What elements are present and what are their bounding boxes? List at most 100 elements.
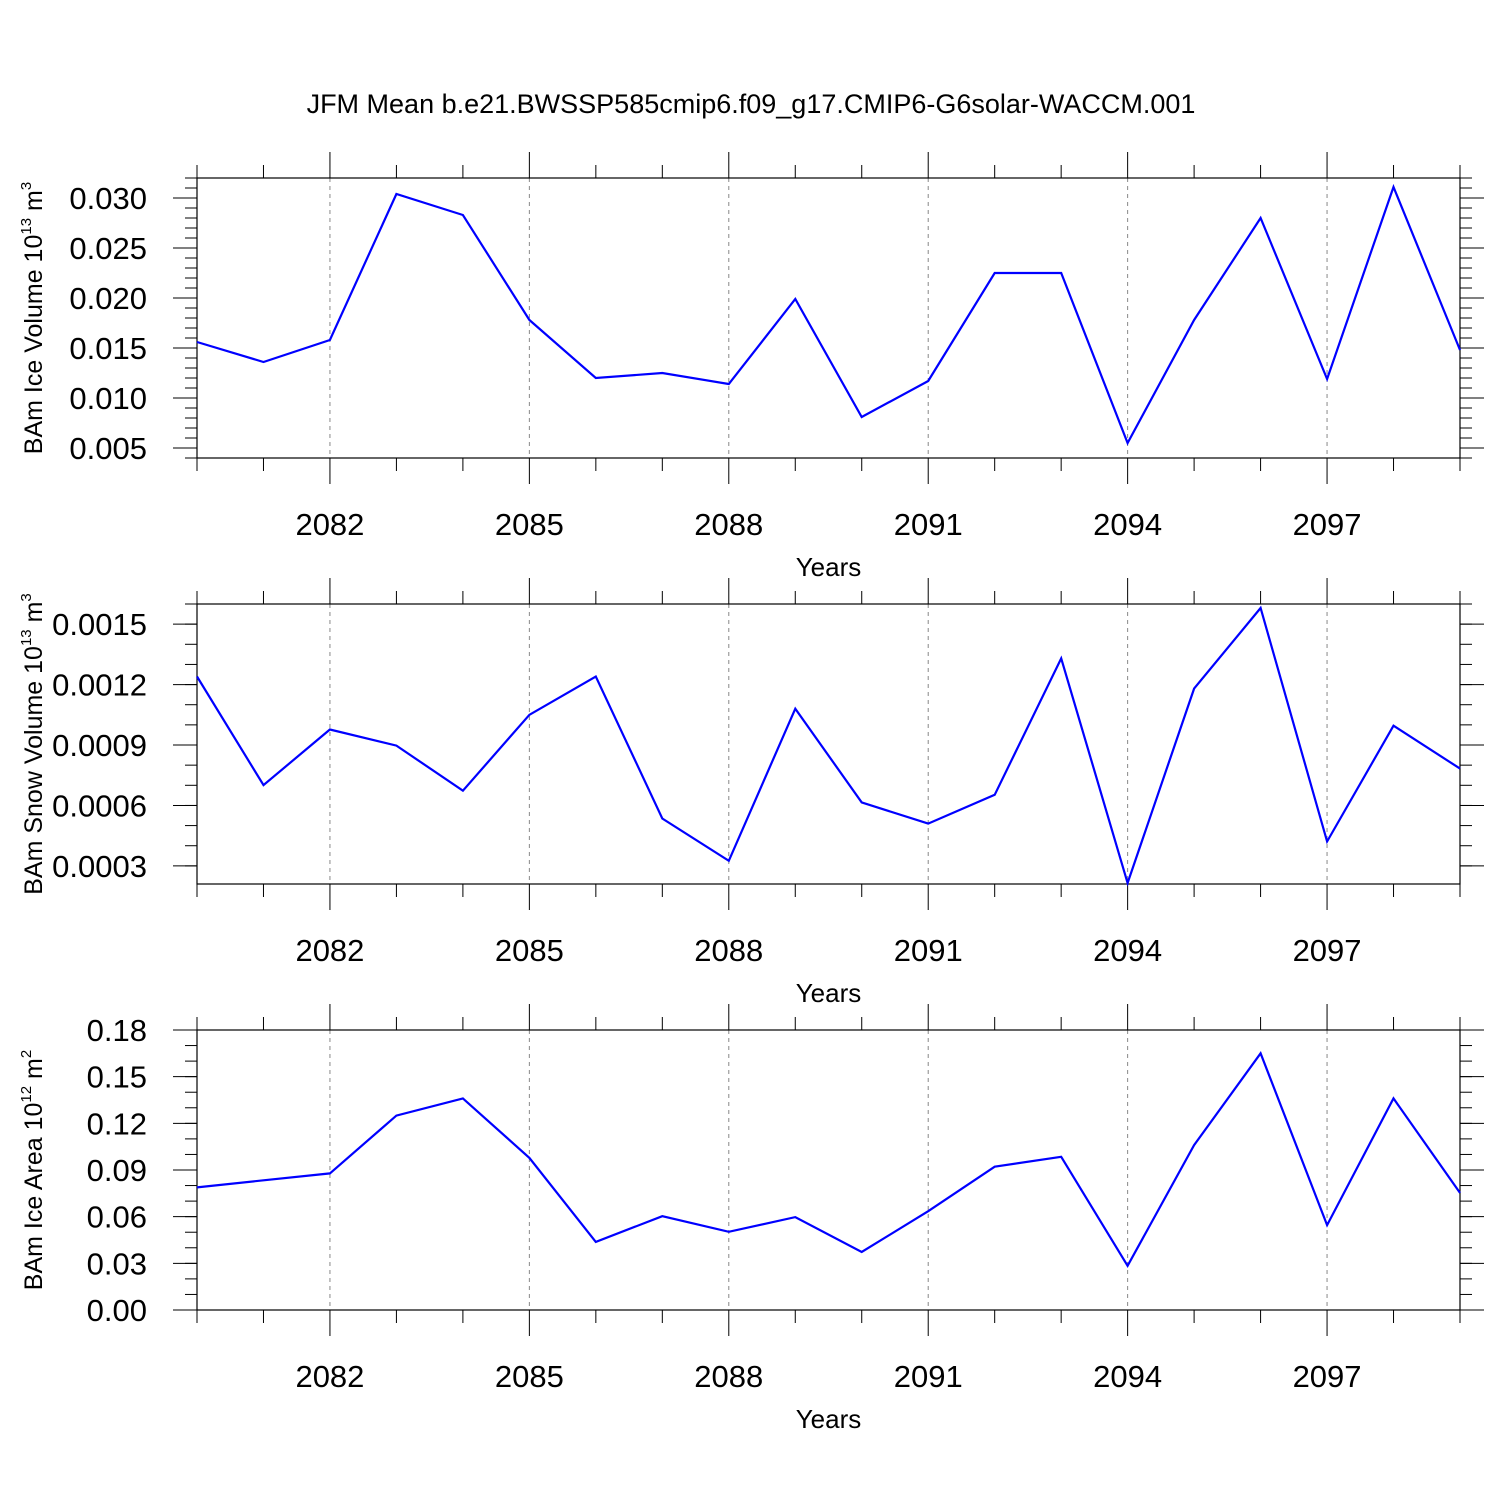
series-line	[196, 605, 1461, 887]
x-tick-label: 2085	[495, 933, 564, 968]
y-axis-label-unit: m	[20, 190, 48, 218]
x-tick-label: 2097	[1293, 507, 1362, 542]
panel-2: 0.0003 0.0006 0.0009 0.0012 0.0015 2082 2085 20…	[18, 578, 1484, 1008]
data-point	[661, 372, 663, 374]
data-point	[528, 319, 530, 321]
y-tick-label: 0.12	[87, 1106, 147, 1141]
data-point	[262, 784, 264, 786]
y-tick-label: 0.0006	[52, 788, 147, 823]
data-point	[329, 728, 331, 730]
data-point	[196, 676, 198, 678]
data-point	[1060, 1156, 1062, 1158]
x-tick-label: 2094	[1093, 507, 1162, 542]
data-point	[462, 214, 464, 216]
x-tick-label: 2082	[295, 1359, 364, 1394]
data-point	[728, 860, 730, 862]
data-point	[1393, 725, 1395, 727]
y-tick-label: 0.00	[87, 1293, 147, 1328]
data-point	[1459, 1192, 1461, 1194]
y-axis-label-exponent: 13	[18, 218, 35, 235]
x-tick-label: 2094	[1093, 933, 1162, 968]
y-axis-label-exponent: 12	[18, 1086, 35, 1103]
x-tick-label: 2085	[495, 1359, 564, 1394]
data-point	[794, 708, 796, 710]
x-axis-label: Years	[796, 978, 862, 1008]
y-axis-label: BAm Ice Area 1012 m2	[18, 1050, 48, 1290]
y-axis-label-unit: m	[20, 1058, 48, 1086]
chart-title: JFM Mean b.e21.BWSSP585cmip6.f09_g17.CMI…	[307, 89, 1196, 119]
y-axis-label-main: BAm Ice Area 10	[20, 1103, 48, 1291]
data-point	[661, 818, 663, 820]
data-point	[861, 1251, 863, 1253]
data-point	[661, 1215, 663, 1217]
data-point	[728, 383, 730, 385]
data-point	[1193, 688, 1195, 690]
y-axis-label-main: BAm Snow Volume 10	[20, 646, 48, 895]
y-tick-label: 0.0009	[52, 728, 147, 763]
y-tick-label: 0.0003	[52, 849, 147, 884]
data-point	[1193, 319, 1195, 321]
data-point	[927, 1210, 929, 1212]
data-point	[1326, 1224, 1328, 1226]
y-tick-label: 0.010	[69, 381, 147, 416]
x-axis-label: Years	[796, 1404, 862, 1434]
x-tick-label: 2088	[694, 1359, 763, 1394]
data-point	[462, 1097, 464, 1099]
data-point	[927, 823, 929, 825]
data-point	[1326, 840, 1328, 842]
data-point	[1260, 607, 1262, 609]
y-tick-label: 0.025	[69, 231, 147, 266]
data-point	[1393, 186, 1395, 188]
x-tick-label: 2082	[295, 933, 364, 968]
plot-frame	[196, 177, 1461, 459]
y-tick-label: 0.030	[69, 181, 147, 216]
y-tick-label: 0.020	[69, 281, 147, 316]
data-point	[528, 714, 530, 716]
data-point	[528, 1157, 530, 1159]
data-point	[1060, 657, 1062, 659]
data-point	[927, 380, 929, 382]
data-point	[1393, 1097, 1395, 1099]
data-point	[728, 1231, 730, 1233]
data-point	[1127, 442, 1129, 444]
y-axis-label-unit-exponent: 2	[18, 1050, 35, 1058]
y-axis-label-main: BAm Ice Volume 10	[20, 235, 48, 455]
panel-3: 0.00 0.03 0.06 0.09 0.12 0.15 0.18 2082 2085 2088…	[18, 1004, 1484, 1434]
x-tick-label: 2091	[894, 507, 963, 542]
data-point	[262, 361, 264, 363]
data-point	[262, 1179, 264, 1181]
series-line	[196, 183, 1462, 446]
data-point	[994, 272, 996, 274]
x-tick-label: 2091	[894, 1359, 963, 1394]
data-point	[196, 1186, 198, 1188]
data-point	[1127, 1265, 1129, 1267]
y-tick-label: 0.0015	[52, 607, 147, 642]
x-tick-label: 2091	[894, 933, 963, 968]
data-point	[1459, 768, 1461, 770]
plot-frame	[196, 1029, 1461, 1311]
data-point	[861, 801, 863, 803]
x-tick-label: 2088	[694, 507, 763, 542]
y-axis-label: BAm Ice Volume 1013 m3	[18, 182, 48, 454]
y-axis-label-unit-exponent: 3	[18, 182, 35, 190]
panel-1: 0.005 0.010 0.015 0.020 0.025 0.030 2082 2085 20…	[18, 152, 1484, 582]
data-point	[994, 1166, 996, 1168]
data-point	[794, 298, 796, 300]
x-tick-label: 2094	[1093, 1359, 1162, 1394]
data-point	[395, 745, 397, 747]
data-point	[1193, 1144, 1195, 1146]
data-point	[1127, 882, 1129, 884]
data-point	[329, 339, 331, 341]
data-point	[1260, 1052, 1262, 1054]
data-point	[1326, 378, 1328, 380]
y-tick-label: 0.18	[87, 1013, 147, 1048]
y-axis-label-unit: m	[20, 602, 48, 630]
data-point	[1060, 272, 1062, 274]
data-point	[395, 1115, 397, 1117]
data-point	[595, 676, 597, 678]
y-tick-label: 0.015	[69, 331, 147, 366]
x-tick-label: 2097	[1293, 933, 1362, 968]
y-tick-label: 0.0012	[52, 668, 147, 703]
